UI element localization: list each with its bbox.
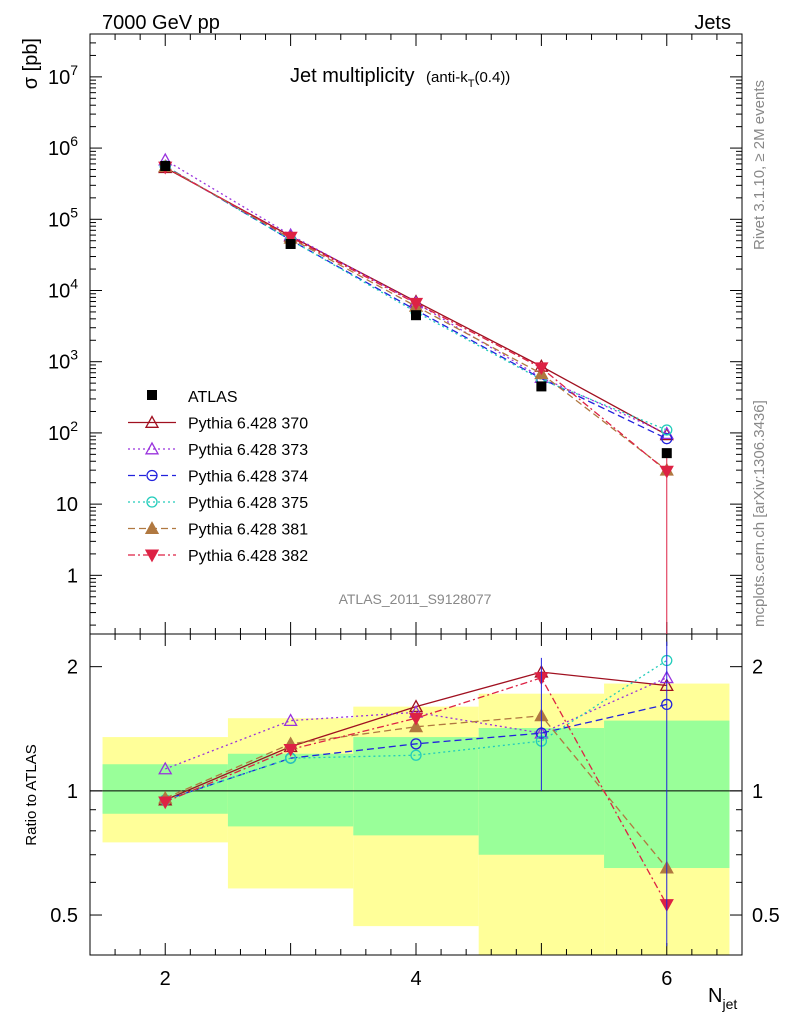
axis-frames: 2 4 6 1 10 102 103 104 105 106 107 0.5 0.5 1 1 2 2	[48, 33, 780, 990]
legend-label-atlas: ATLAS	[188, 389, 238, 406]
y-tick-label: 107	[48, 62, 78, 89]
series-point-1	[659, 426, 674, 439]
legend-marker-atlas	[147, 390, 157, 400]
ratio-point-5	[283, 743, 298, 757]
ratio-tick-label-left: 2	[67, 657, 78, 679]
ratio-point-5	[408, 712, 424, 726]
x-tick-label: 4	[410, 968, 421, 990]
legend-marker-0	[144, 415, 160, 428]
x-axis-label: Njet	[708, 985, 737, 1012]
header-right-label: Jets	[694, 12, 731, 34]
header-left-label: 7000 GeV pp	[102, 12, 220, 34]
ratio-tick-label-right: 2	[752, 657, 763, 679]
legend-marker-4	[144, 521, 160, 534]
y-tick-label: 102	[48, 418, 78, 445]
atlas-data-point	[661, 448, 672, 459]
atlas-data-point	[285, 238, 296, 249]
series-line-1	[164, 159, 668, 435]
x-axis-label-main: N	[708, 985, 722, 1007]
ratio-line-2	[165, 703, 667, 801]
chart-title-main: Jet multiplicity	[290, 65, 414, 87]
ratio-point-2	[410, 738, 422, 750]
legend-marker-5	[144, 549, 160, 563]
x-tick-label: 6	[661, 968, 672, 990]
legend-label-4: Pythia 6.428 381	[188, 522, 308, 539]
watermark: ATLAS_2011_S9128077	[339, 591, 492, 607]
atlas-data-point	[160, 161, 171, 172]
series-layer	[158, 152, 674, 947]
y-tick-label: 105	[48, 204, 78, 231]
series-point-2	[661, 433, 673, 445]
legend-marker-3	[146, 496, 158, 508]
atlas-data-point	[411, 310, 421, 321]
green-band-2	[353, 737, 479, 836]
green-band-1	[227, 753, 354, 827]
x-tick-label: 2	[160, 968, 171, 990]
ratio-point-1	[158, 761, 173, 775]
series-point-5	[408, 297, 424, 311]
legend-label-0: Pythia 6.428 370	[188, 416, 308, 433]
legend-label-5: Pythia 6.428 382	[188, 548, 308, 565]
ratio-point-5	[158, 796, 173, 810]
ratio-line-4	[164, 715, 668, 869]
legend-label-2: Pythia 6.428 374	[188, 469, 308, 486]
side-label-mcplots: mcplots.cern.ch [arXiv:1306.3436]	[751, 400, 768, 627]
legend-label-3: Pythia 6.428 375	[188, 495, 308, 512]
y-tick-label: 103	[48, 347, 78, 374]
ratio-point-0	[408, 699, 424, 713]
series-point-3	[661, 424, 673, 436]
ratio-tick-label-right: 1	[752, 781, 763, 803]
ratio-line-1	[164, 677, 668, 770]
chart-title-suffix: (0.4))	[474, 69, 510, 86]
series-point-5	[283, 231, 298, 245]
side-label-rivet: Rivet 3.1.10, ≥ 2M events	[751, 80, 768, 250]
ratio-point-1	[283, 713, 298, 727]
legend: ATLAS Pythia 6.428 370 Pythia 6.428 373 Pyt…	[128, 389, 308, 565]
y-tick-label: 106	[48, 133, 78, 160]
x-axis-label-sub: jet	[721, 996, 737, 1012]
atlas-data-point	[536, 381, 547, 392]
ratio-y-axis-label: Ratio to ATLAS	[23, 744, 40, 845]
chart-title-index: T	[468, 78, 475, 90]
y-tick-label: 1	[67, 565, 78, 587]
legend-marker-2	[146, 469, 158, 482]
y-axis-label: σ [pb]	[20, 38, 42, 89]
y-tick-label: 10	[56, 494, 78, 516]
legend-label-1: Pythia 6.428 373	[188, 442, 308, 459]
chart-title-prefix: (anti-k	[426, 69, 468, 86]
chart-title: Jet multiplicity (anti-kT(0.4))	[290, 65, 510, 90]
y-tick-label: 104	[48, 275, 78, 302]
legend-marker-1	[144, 441, 160, 455]
ratio-tick-label-left: 1	[67, 781, 78, 803]
ratio-tick-label-right: 0.5	[752, 905, 780, 927]
ratio-tick-label-left: 0.5	[50, 905, 78, 927]
ratio-point-3	[410, 749, 422, 761]
series-point-5	[534, 362, 549, 376]
ratio-point-4	[408, 719, 424, 733]
main-plot-frame	[89, 33, 743, 635]
